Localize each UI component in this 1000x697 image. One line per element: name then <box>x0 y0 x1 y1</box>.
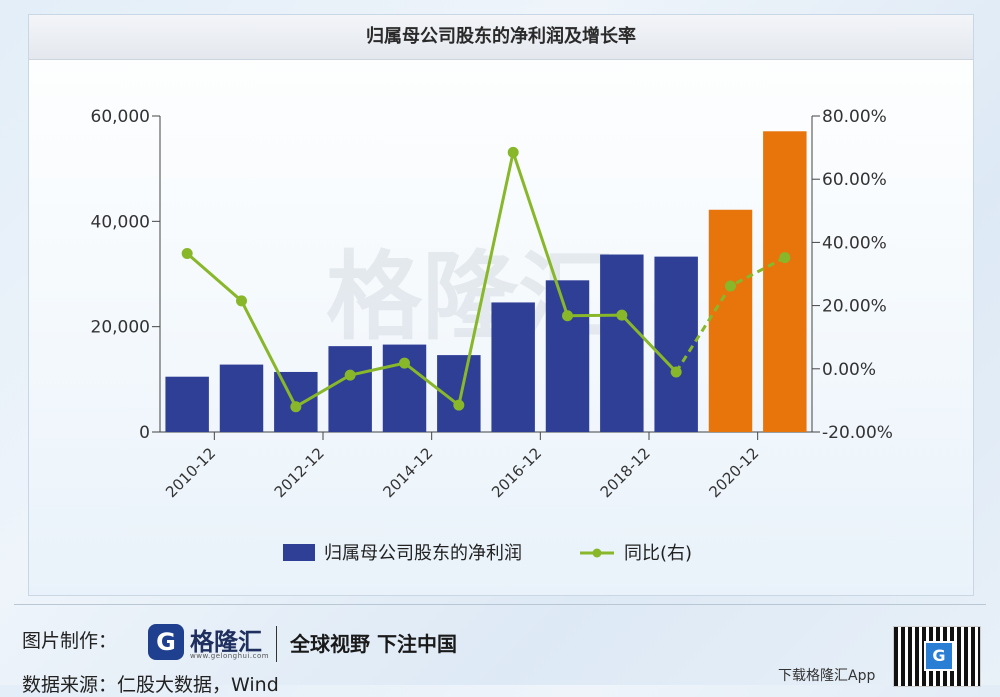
download-app-label: 下载格隆汇App <box>778 668 876 684</box>
gelonghui-logo-icon: G <box>148 624 184 660</box>
line-point <box>344 369 356 381</box>
bar <box>219 364 264 432</box>
bar <box>165 376 209 432</box>
line-point <box>670 366 682 378</box>
x-tick-label: 2018-12 <box>597 444 654 501</box>
y-right-tick-label: -20.00% <box>822 423 893 443</box>
made-by-label: 图片制作： <box>22 630 118 652</box>
line-point <box>779 252 791 264</box>
line-point <box>562 310 573 322</box>
y-right-tick-label: 40.00% <box>822 233 887 253</box>
y-left-tick-label: 20,000 <box>91 318 150 338</box>
line-point <box>453 399 465 411</box>
qr-logo-icon: G <box>924 641 954 671</box>
qr-code-icon[interactable]: G <box>893 626 981 687</box>
data-source-label: 数据来源：仁股大数据，Wind <box>22 674 279 696</box>
y-right-tick-label: 80.00% <box>822 107 887 127</box>
x-tick-label: 2010-12 <box>162 444 219 501</box>
logo-domain: www.gelonghui.com <box>190 652 270 660</box>
chart-panel: 归属母公司股东的净利润及增长率 <box>28 14 974 596</box>
line-point <box>507 146 519 158</box>
line-point <box>725 280 736 292</box>
line-series-solid <box>186 146 678 409</box>
y-right-tick-label: 0.00% <box>822 360 876 380</box>
line-point <box>616 309 628 321</box>
slogan: 全球视野 下注中国 <box>290 632 457 656</box>
legend-line-marker <box>592 548 602 558</box>
x-tick-label: 2014-12 <box>379 444 436 501</box>
bar <box>654 256 698 432</box>
x-tick-label: 2016-12 <box>488 444 545 501</box>
bar <box>763 131 807 433</box>
y-right-tick-label: 20.00% <box>822 297 887 317</box>
footer-divider <box>14 604 986 605</box>
y-right-tick-label: 60.00% <box>822 170 887 190</box>
x-tick-label: 2012-12 <box>271 444 328 501</box>
y-left-tick-label: 0 <box>139 423 150 443</box>
line-point <box>181 247 193 259</box>
y-left-tick-label: 40,000 <box>91 212 150 232</box>
legend: 归属母公司股东的净利润 同比(右) <box>283 543 692 564</box>
bar <box>600 254 644 432</box>
line-point <box>290 401 302 413</box>
legend-bar-label: 归属母公司股东的净利润 <box>324 543 522 564</box>
x-tick-label: 2020-12 <box>705 444 762 501</box>
bar <box>545 280 590 432</box>
bar <box>328 346 372 432</box>
bar <box>708 209 753 432</box>
y-left-tick-label: 60,000 <box>91 107 150 127</box>
bar <box>491 302 535 432</box>
line-point <box>236 295 247 307</box>
legend-line-label: 同比(右) <box>624 543 692 564</box>
footer-separator <box>276 626 277 662</box>
legend-bar-swatch <box>283 544 315 561</box>
chart-svg: 格隆汇 020,00040,00060,000-20.00%0.00%20.00… <box>91 107 893 564</box>
logo-name: 格隆汇 <box>190 628 262 656</box>
chart-title: 归属母公司股东的净利润及增长率 <box>29 15 973 60</box>
line-point <box>399 357 410 369</box>
